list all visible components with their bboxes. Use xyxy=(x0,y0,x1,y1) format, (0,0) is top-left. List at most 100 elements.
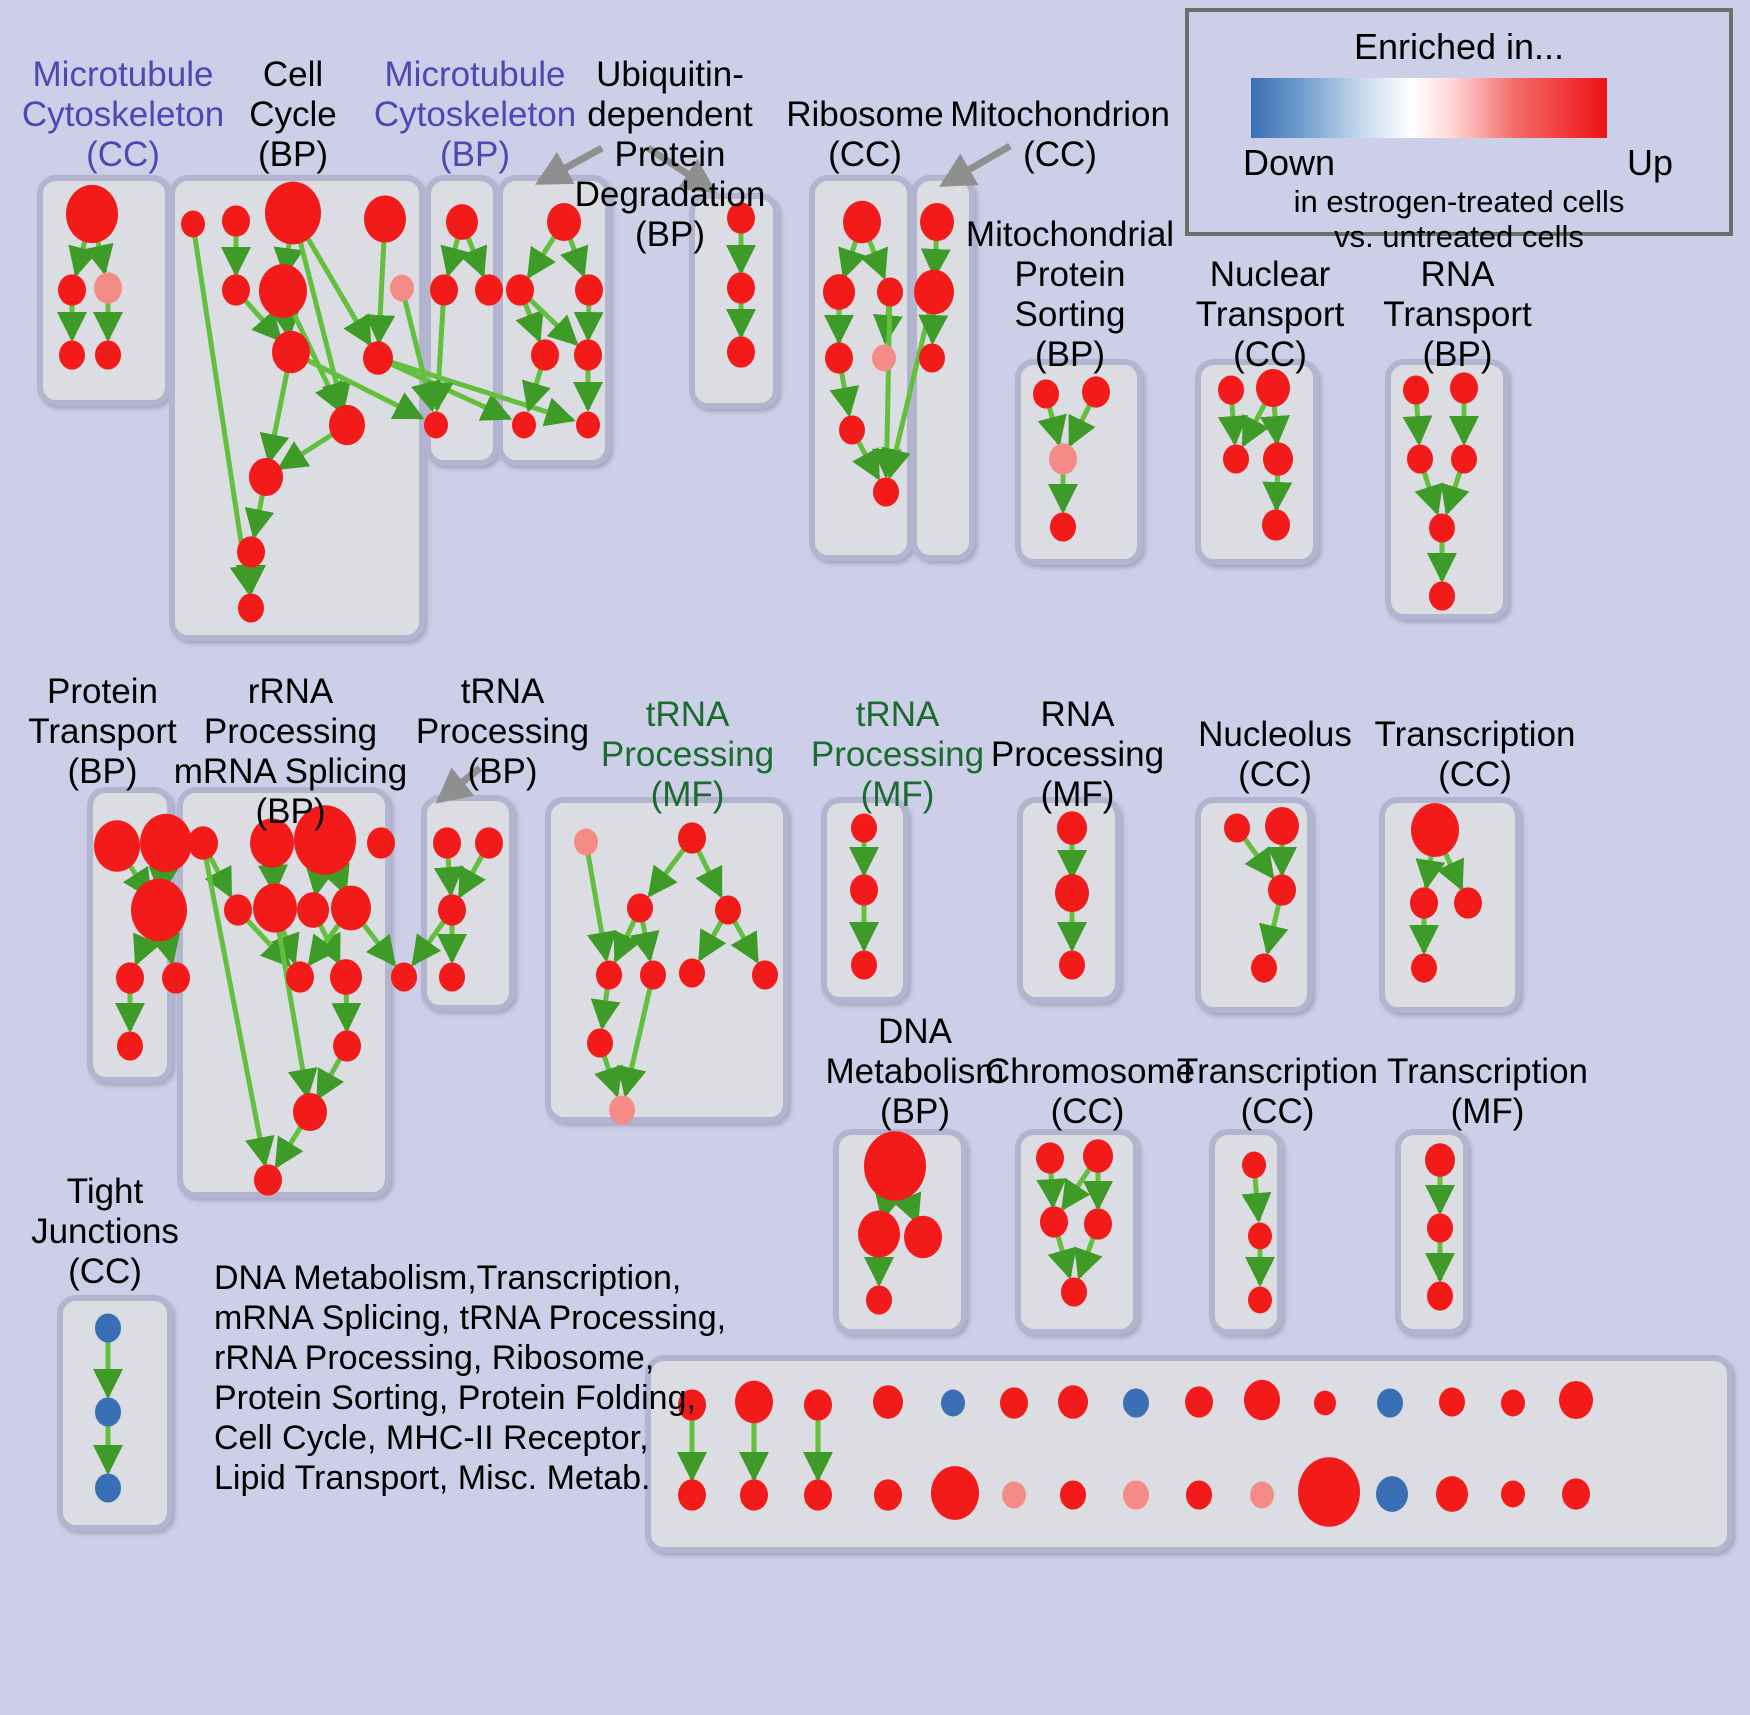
network-node[interactable] xyxy=(1248,1286,1272,1314)
network-node[interactable] xyxy=(873,1385,903,1419)
network-node[interactable] xyxy=(222,274,250,306)
network-node[interactable] xyxy=(1218,375,1244,405)
network-node[interactable] xyxy=(329,404,365,446)
network-node[interactable] xyxy=(286,961,314,993)
network-node[interactable] xyxy=(222,205,250,237)
network-node[interactable] xyxy=(1377,1388,1403,1418)
network-node[interactable] xyxy=(1251,953,1277,983)
network-node[interactable] xyxy=(439,962,465,992)
network-node[interactable] xyxy=(367,827,395,859)
network-node[interactable] xyxy=(364,195,406,243)
network-node[interactable] xyxy=(162,962,190,994)
network-node[interactable] xyxy=(297,892,329,928)
network-node[interactable] xyxy=(574,828,598,856)
network-node[interactable] xyxy=(95,1313,121,1343)
network-node[interactable] xyxy=(181,210,205,238)
network-node[interactable] xyxy=(1410,887,1438,919)
network-node[interactable] xyxy=(920,202,954,242)
network-node[interactable] xyxy=(433,827,461,859)
network-node[interactable] xyxy=(475,827,503,859)
network-node[interactable] xyxy=(850,874,878,906)
network-node[interactable] xyxy=(430,274,458,306)
network-node[interactable] xyxy=(66,184,118,244)
network-node[interactable] xyxy=(117,1031,143,1061)
network-node[interactable] xyxy=(843,200,881,244)
network-node[interactable] xyxy=(1268,874,1296,906)
network-node[interactable] xyxy=(804,1479,832,1511)
network-node[interactable] xyxy=(1376,1476,1408,1512)
network-node[interactable] xyxy=(872,344,896,372)
network-node[interactable] xyxy=(1058,1385,1088,1419)
network-node[interactable] xyxy=(1049,443,1077,475)
network-node[interactable] xyxy=(1059,950,1085,980)
network-node[interactable] xyxy=(1439,1387,1465,1417)
network-node[interactable] xyxy=(94,820,140,872)
network-node[interactable] xyxy=(95,1473,121,1503)
network-node[interactable] xyxy=(727,336,755,368)
network-node[interactable] xyxy=(1501,1389,1525,1417)
network-node[interactable] xyxy=(95,340,121,370)
network-node[interactable] xyxy=(1060,1480,1086,1510)
network-node[interactable] xyxy=(1123,1388,1149,1418)
cluster-box[interactable] xyxy=(1385,359,1509,620)
network-node[interactable] xyxy=(140,813,192,873)
cluster-box[interactable] xyxy=(421,795,515,1011)
network-node[interactable] xyxy=(1224,813,1250,843)
network-node[interactable] xyxy=(1265,806,1299,846)
network-node[interactable] xyxy=(678,822,706,854)
network-node[interactable] xyxy=(877,277,903,307)
network-node[interactable] xyxy=(294,805,356,875)
network-node[interactable] xyxy=(1084,1208,1112,1240)
network-node[interactable] xyxy=(1036,1142,1064,1174)
network-node[interactable] xyxy=(823,274,855,310)
network-node[interactable] xyxy=(864,1131,926,1201)
network-node[interactable] xyxy=(1436,1476,1468,1512)
network-node[interactable] xyxy=(727,272,755,304)
network-node[interactable] xyxy=(904,1215,942,1259)
network-node[interactable] xyxy=(1314,1390,1336,1416)
network-node[interactable] xyxy=(333,1030,361,1062)
network-node[interactable] xyxy=(1559,1380,1593,1420)
network-node[interactable] xyxy=(627,893,653,923)
network-node[interactable] xyxy=(873,477,899,507)
network-node[interactable] xyxy=(1262,509,1290,541)
network-node[interactable] xyxy=(1403,375,1429,405)
network-node[interactable] xyxy=(1429,581,1455,611)
network-node[interactable] xyxy=(131,878,187,942)
network-node[interactable] xyxy=(1040,1206,1068,1238)
network-node[interactable] xyxy=(866,1285,892,1315)
network-node[interactable] xyxy=(1411,953,1437,983)
network-node[interactable] xyxy=(609,1095,635,1125)
network-node[interactable] xyxy=(1186,1480,1212,1510)
network-node[interactable] xyxy=(58,274,86,306)
network-node[interactable] xyxy=(1061,1277,1087,1307)
network-node[interactable] xyxy=(640,960,666,990)
network-node[interactable] xyxy=(95,1397,121,1427)
network-node[interactable] xyxy=(1407,444,1433,474)
network-node[interactable] xyxy=(116,962,144,994)
network-node[interactable] xyxy=(293,1092,327,1132)
network-node[interactable] xyxy=(424,411,448,439)
network-node[interactable] xyxy=(596,960,622,990)
network-node[interactable] xyxy=(587,1028,613,1058)
network-node[interactable] xyxy=(825,342,853,374)
network-node[interactable] xyxy=(1057,811,1087,845)
network-node[interactable] xyxy=(576,411,600,439)
network-node[interactable] xyxy=(1454,887,1482,919)
network-node[interactable] xyxy=(941,1389,965,1417)
network-node[interactable] xyxy=(1083,1139,1113,1173)
network-node[interactable] xyxy=(1123,1480,1149,1510)
network-node[interactable] xyxy=(506,274,534,306)
network-node[interactable] xyxy=(575,274,603,306)
network-node[interactable] xyxy=(678,1389,706,1421)
network-node[interactable] xyxy=(1033,379,1059,409)
network-node[interactable] xyxy=(1248,1222,1272,1250)
network-node[interactable] xyxy=(678,1479,706,1511)
network-node[interactable] xyxy=(1450,372,1478,404)
network-node[interactable] xyxy=(715,895,741,925)
network-node[interactable] xyxy=(390,274,414,302)
network-node[interactable] xyxy=(1055,873,1089,913)
network-node[interactable] xyxy=(919,343,945,373)
network-node[interactable] xyxy=(238,593,264,623)
network-node[interactable] xyxy=(265,181,321,245)
